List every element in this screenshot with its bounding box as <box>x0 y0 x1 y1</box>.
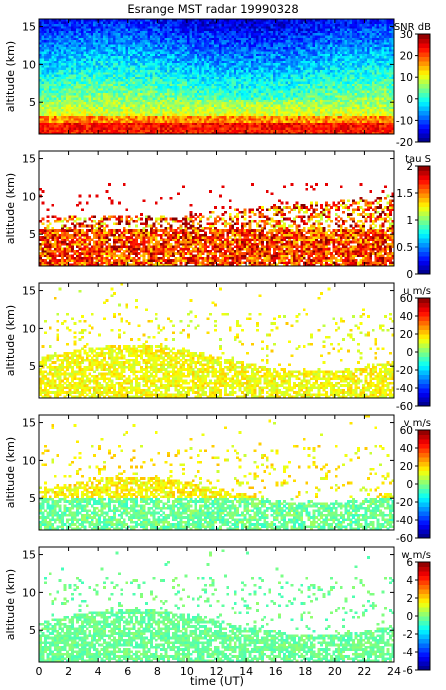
x-tick-label: 0 <box>36 665 43 678</box>
colorbar-tick-label: -10 <box>396 115 413 127</box>
x-tick-label: 16 <box>269 665 283 678</box>
colorbar-tick-label: -20 <box>396 497 413 509</box>
colorbar-tick-label: -60 <box>396 533 413 545</box>
y-tick-label: 10 <box>22 190 36 203</box>
colorbar-label: tau S <box>405 154 431 165</box>
colorbar-tick-label: 0 <box>406 269 413 281</box>
y-tick-label: 15 <box>22 549 36 562</box>
heatmap-cells <box>39 549 395 663</box>
y-axis-label: altitude (km) <box>4 305 17 376</box>
x-tick-label: 4 <box>95 665 102 678</box>
y-tick-label: 15 <box>22 285 36 298</box>
x-axis-label: time (UT) <box>190 674 244 688</box>
colorbar-tick-label: -4 <box>403 647 414 659</box>
x-tick-label: 20 <box>328 665 342 678</box>
y-tick-label: 5 <box>29 624 36 637</box>
colorbar-tick-label: -60 <box>396 401 413 413</box>
y-axis-label: altitude (km) <box>4 569 17 640</box>
colorbar-tick-label: 6 <box>406 557 413 569</box>
y-tick-label: 15 <box>22 21 36 34</box>
colorbar-tick-label: 1 <box>406 215 413 227</box>
y-axis-label: altitude (km) <box>4 437 17 508</box>
colorbar-tick-label: 20 <box>400 461 413 473</box>
heatmap-cells <box>39 415 395 531</box>
colorbar-label: w m/s <box>401 550 431 561</box>
y-tick-label: 10 <box>22 586 36 599</box>
colorbar-tick-label: 60 <box>400 425 413 437</box>
colorbar <box>418 562 430 671</box>
colorbar <box>418 166 430 275</box>
x-tick-label: 24 <box>387 665 401 678</box>
colorbar-tick-label: -20 <box>396 365 413 377</box>
x-tick-label: 8 <box>154 665 161 678</box>
colorbar-label: SNR dB <box>394 22 431 33</box>
colorbar-tick-label: 2 <box>406 593 413 605</box>
colorbar-tick-label: -40 <box>396 515 413 527</box>
x-tick-label: 18 <box>298 665 312 678</box>
y-tick-label: 10 <box>22 322 36 335</box>
x-tick-label: 2 <box>65 665 72 678</box>
colorbar <box>418 34 430 143</box>
figure-title: Esrange MST radar 19990328 <box>127 2 298 16</box>
colorbar-tick-label: 2 <box>406 161 413 173</box>
colorbar-tick-label: 0 <box>406 611 413 623</box>
colorbar-tick-label: 0 <box>406 94 413 106</box>
y-tick-label: 10 <box>22 454 36 467</box>
colorbar-tick-label: 4 <box>406 575 413 587</box>
heatmap-cells <box>39 283 395 399</box>
colorbar-tick-label: 1.5 <box>396 188 413 200</box>
y-tick-label: 15 <box>22 417 36 430</box>
y-tick-label: 5 <box>29 492 36 505</box>
colorbar-tick-label: -40 <box>396 383 413 395</box>
colorbar-tick-label: -2 <box>403 629 413 641</box>
colorbar-tick-label: 40 <box>400 443 413 455</box>
y-tick-label: 10 <box>22 58 36 71</box>
x-tick-label: 12 <box>210 665 224 678</box>
colorbar-label: u m/s <box>403 286 431 297</box>
colorbar <box>418 298 430 407</box>
colorbar-tick-label: 10 <box>400 72 413 84</box>
colorbar <box>418 430 430 539</box>
y-axis-label: altitude (km) <box>4 173 17 244</box>
heatmap-cells <box>39 183 395 267</box>
x-tick-label: 14 <box>239 665 253 678</box>
colorbar-tick-label: 20 <box>400 329 413 341</box>
y-axis-label: altitude (km) <box>4 41 17 112</box>
panel-4: 5 10 15 altitude (km) -60 -40 -20 0 20 40 60v m/s <box>4 414 431 545</box>
colorbar-tick-label: 20 <box>400 51 413 63</box>
colorbar-tick-label: 0.5 <box>396 242 413 254</box>
x-tick-label: 10 <box>180 665 194 678</box>
y-tick-label: 5 <box>29 228 36 241</box>
colorbar-tick-label: -6 <box>403 665 414 677</box>
colorbar-tick-label: 0 <box>406 479 413 491</box>
y-tick-label: 15 <box>22 153 36 166</box>
x-tick-label: 6 <box>124 665 131 678</box>
colorbar-tick-label: 30 <box>400 29 413 41</box>
heatmap-cells <box>39 19 395 135</box>
colorbar-tick-label: 0 <box>406 347 413 359</box>
colorbar-label: v m/s <box>404 418 431 429</box>
panel-3: 5 10 15 altitude (km) -60 -40 -20 0 20 40 60u m/s <box>4 282 431 413</box>
x-tick-label: 22 <box>357 665 371 678</box>
colorbar-tick-label: 60 <box>400 293 413 305</box>
y-tick-label: 5 <box>29 96 36 109</box>
colorbar-tick-label: -20 <box>396 137 413 149</box>
colorbar-tick-label: 40 <box>400 311 413 323</box>
y-tick-label: 5 <box>29 360 36 373</box>
colorbar-frame <box>417 33 431 143</box>
